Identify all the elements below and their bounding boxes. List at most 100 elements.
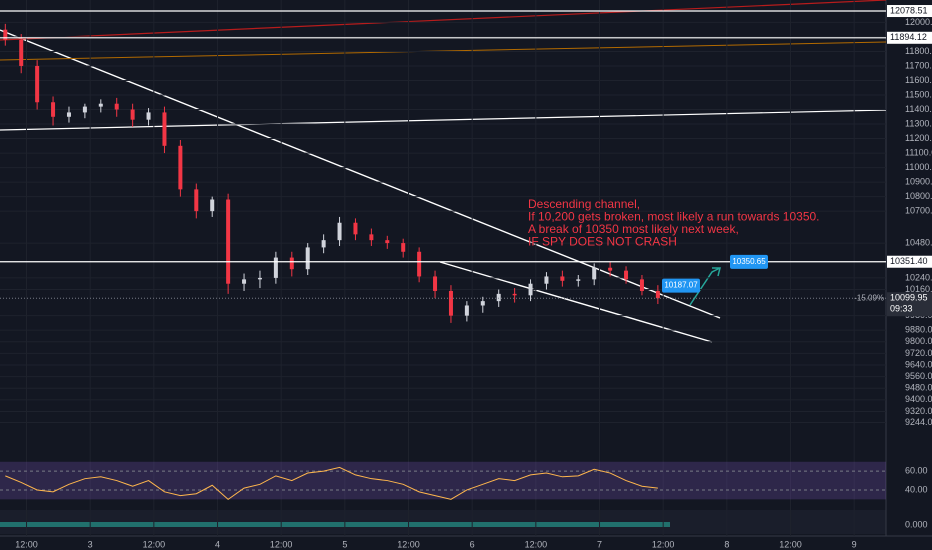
candle-body <box>448 290 453 316</box>
change-label: -15.09% <box>854 293 884 302</box>
y-tick-label: 9480.00 <box>905 383 932 393</box>
y-tick-label: 9244.00 <box>905 417 932 427</box>
candle-body <box>98 103 103 107</box>
candle-body <box>385 240 390 244</box>
candle-body <box>369 234 374 241</box>
candle-body <box>655 290 660 299</box>
x-tick-label: 12:00 <box>15 539 38 549</box>
y-tick-label: 10160.00 <box>905 284 932 294</box>
y-tick-label: 9320.00 <box>905 406 932 416</box>
price-callout <box>662 278 700 293</box>
candle-body <box>82 106 87 113</box>
candle-body <box>608 267 613 271</box>
x-tick-label: 12:00 <box>652 539 675 549</box>
candle-body <box>162 112 167 146</box>
candle-body <box>51 102 56 117</box>
rsi-tick-label: 40.00 <box>905 484 928 494</box>
y-tick-label: 12000.00 <box>905 17 932 27</box>
level-label: 12078.51 <box>890 5 928 15</box>
candle-body <box>528 283 533 296</box>
candle-body <box>305 247 310 270</box>
trend-line <box>0 109 887 131</box>
candle-body <box>210 199 215 212</box>
candle-body <box>576 279 581 281</box>
candle-body <box>512 293 517 296</box>
price-callout <box>730 254 768 269</box>
x-tick-label: 12:00 <box>525 539 548 549</box>
candle-body <box>178 145 183 190</box>
annotation: A break of 10350 most likely next week, <box>528 222 739 236</box>
x-tick-label: 5 <box>342 539 347 549</box>
candle-body <box>35 65 40 103</box>
y-tick-label: 9560.00 <box>905 371 932 381</box>
candle-body <box>3 29 8 40</box>
candle-body <box>592 267 597 280</box>
candle-body <box>464 305 469 316</box>
candle-body <box>417 251 422 277</box>
x-tick-label: 7 <box>597 539 602 549</box>
trend-line <box>0 0 887 41</box>
y-tick-label: 11200.00 <box>905 133 932 143</box>
candle-body <box>273 257 278 278</box>
candle-body <box>401 243 406 252</box>
x-tick-label: 9 <box>852 539 857 549</box>
trend-line <box>439 261 713 343</box>
x-tick-label: 4 <box>215 539 220 549</box>
candle-body <box>146 112 151 120</box>
candle-body <box>194 189 199 212</box>
y-tick-label: 10800.00 <box>905 191 932 201</box>
x-tick-label: 12:00 <box>779 539 802 549</box>
y-tick-label: 11800.00 <box>905 46 932 56</box>
current-price-label: 10099.95 <box>890 293 928 303</box>
level-label: 10351.40 <box>890 256 928 266</box>
annotation: If 10,200 gets broken, most likely a run… <box>528 210 820 224</box>
candle-body <box>289 257 294 270</box>
candle-body <box>114 103 119 110</box>
x-tick-label: 6 <box>470 539 475 549</box>
y-tick-label: 11700.00 <box>905 60 932 70</box>
y-tick-label: 10900.00 <box>905 176 932 186</box>
y-tick-label: 11400.00 <box>905 104 932 114</box>
candle-body <box>257 277 262 280</box>
y-tick-label: 11100.00 <box>905 147 932 157</box>
candle-body <box>337 222 342 241</box>
level-tag <box>887 255 932 268</box>
oscillator-histogram <box>0 522 670 527</box>
x-tick-label: 8 <box>724 539 729 549</box>
rsi-band <box>0 461 886 500</box>
y-tick-label: 9720.00 <box>905 348 932 358</box>
level-label: 11894.12 <box>890 32 927 42</box>
level-tag <box>887 31 932 44</box>
candle-body <box>19 39 24 66</box>
y-tick-label: 11500.00 <box>905 89 932 99</box>
y-tick-label: 9400.00 <box>905 394 932 404</box>
candle-body <box>66 112 71 117</box>
candle-body <box>560 276 565 281</box>
candle-body <box>496 293 501 302</box>
annotation: IF SPY DOES NOT CRASH <box>528 235 677 249</box>
candle-body <box>433 276 438 291</box>
y-tick-label: 9640.00 <box>905 359 932 369</box>
y-tick-label: 9880.00 <box>905 325 932 335</box>
candle-body <box>321 240 326 248</box>
x-tick-label: 12:00 <box>143 539 166 549</box>
price-callout-label: 10187.07 <box>664 281 698 290</box>
candle-body <box>544 276 549 284</box>
y-tick-label: 9800.00 <box>905 336 932 346</box>
y-tick-label: 11600.00 <box>905 75 932 85</box>
oscillator-tick-label: 0.000 <box>905 519 928 529</box>
y-tick-label: 10700.00 <box>905 206 932 216</box>
x-tick-label: 3 <box>88 539 93 549</box>
rsi-line <box>5 466 658 500</box>
candle-body <box>130 109 135 120</box>
candle-body <box>226 199 231 284</box>
candle-body <box>480 301 485 306</box>
current-price-tag <box>887 292 932 317</box>
y-tick-label: 11000.00 <box>905 162 932 172</box>
y-tick-label: 10480.00 <box>905 237 932 247</box>
x-tick-label: 12:00 <box>397 539 420 549</box>
x-tick-label: 12:00 <box>270 539 293 549</box>
candle-body <box>242 279 247 284</box>
candle-body <box>639 279 644 291</box>
